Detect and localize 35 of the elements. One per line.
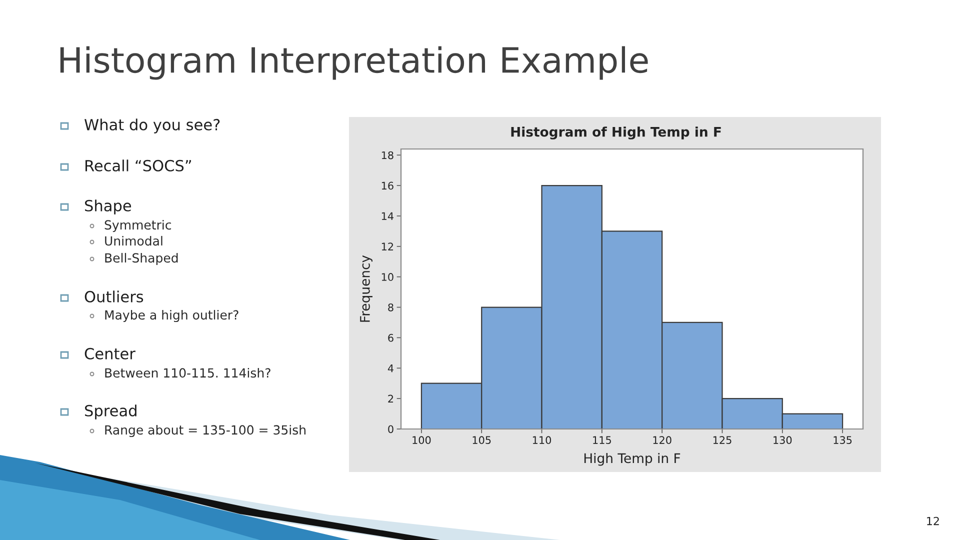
y-axis-title: Frequency [360,255,372,322]
y-tick-label: 0 [388,425,394,434]
y-tick-label: 14 [382,212,394,220]
y-tick-label: 16 [382,182,394,190]
x-tick-label: 125 [713,436,732,444]
x-tick-label: 115 [593,436,611,444]
text: What do you see? [84,118,220,134]
text: Unimodal [105,236,162,246]
chart-title: Histogram Interpretation Example [60,46,648,80]
y-tick-label: 6 [388,334,394,342]
x-tick-label: 110 [532,436,552,444]
text: Maybe a high outlier? [105,310,238,322]
y-tick-label: 12 [382,242,394,250]
x-tick-label: 120 [653,436,672,444]
text: Bell-Shaped [105,252,178,266]
x-tick-label: 135 [834,436,852,444]
x-tick-label: 105 [472,436,491,444]
text: 12 [927,516,939,526]
y-tick-label: 10 [382,273,394,281]
y-tick-label: 8 [388,303,394,312]
chart-subtitle: Histogram of High Temp in F [511,126,721,140]
y-tick-label: 2 [388,394,394,403]
x-axis-title: High Temp in F [584,452,680,466]
text: Spread [85,404,136,420]
text: Symmetric [104,220,171,232]
text: Between 110-115. 114ish? [105,368,270,378]
text: Outliers [84,290,144,302]
y-tick-label: 18 [382,151,394,160]
y-tick-label: 4 [388,364,394,372]
text: Center [84,348,136,360]
x-tick-label: 100 [412,436,431,444]
x-tick-label: 130 [774,436,792,444]
text: Shape [85,200,132,214]
text: Recall “SOCS” [86,160,191,172]
text: Range about = 135-100 = 35ish [105,424,306,438]
